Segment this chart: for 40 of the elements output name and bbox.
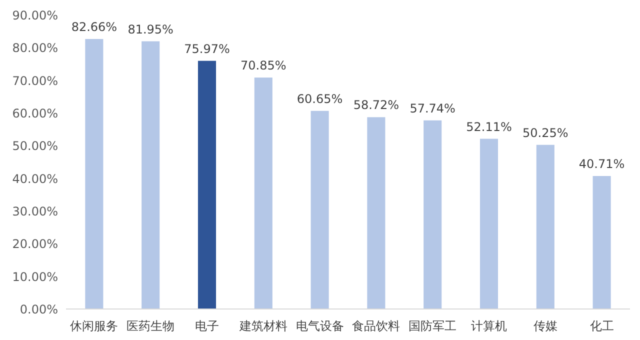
data-label: 70.85%	[240, 58, 286, 73]
bar	[142, 41, 160, 309]
y-tick-label: 90.00%	[12, 8, 58, 22]
data-label: 40.71%	[578, 157, 625, 172]
bar	[85, 38, 104, 309]
bar	[592, 176, 611, 309]
y-tick-label: 10.00%	[12, 270, 58, 284]
y-tick-label: 70.00%	[12, 74, 58, 88]
y-tick-label: 0.00%	[20, 302, 58, 316]
y-tick-label: 30.00%	[12, 204, 58, 218]
x-tick-label: 医药生物	[126, 319, 175, 333]
bar	[424, 120, 442, 309]
data-label: 75.97%	[184, 42, 230, 56]
x-tick-label: 计算机	[471, 319, 507, 333]
x-tick-label: 电子	[195, 319, 219, 333]
bar	[254, 78, 272, 309]
y-tick-label: 40.00%	[12, 172, 58, 186]
bar	[198, 60, 216, 309]
x-tick-label: 传媒	[533, 319, 558, 333]
x-tick-label: 国防军工	[408, 319, 457, 333]
bar	[480, 138, 498, 309]
y-tick-label: 60.00%	[12, 106, 58, 120]
y-tick-label: 20.00%	[12, 237, 58, 252]
y-tick-label: 80.00%	[12, 41, 58, 56]
x-tick-label: 化工	[590, 319, 614, 333]
data-label: 52.11%	[466, 120, 512, 134]
bar	[367, 117, 386, 309]
x-tick-label: 食品饮料	[352, 319, 400, 333]
data-label: 81.95%	[128, 22, 174, 36]
x-tick-label: 休闲服务	[70, 319, 118, 333]
data-label: 60.65%	[296, 92, 343, 106]
bar	[310, 110, 329, 309]
x-tick-label: 建筑材料	[238, 319, 288, 333]
data-label: 57.74%	[410, 101, 456, 116]
bar	[536, 144, 554, 309]
y-tick-label: 50.00%	[12, 139, 58, 154]
data-label: 50.25%	[522, 126, 568, 140]
data-label: 58.72%	[353, 98, 400, 112]
data-label: 82.66%	[71, 20, 118, 34]
x-tick-label: 电气设备	[296, 319, 344, 333]
